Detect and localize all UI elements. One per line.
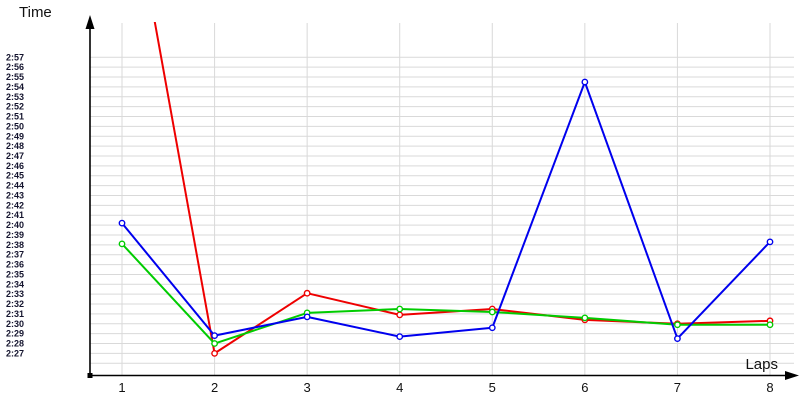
- y-tick-label: 2:41: [6, 210, 24, 220]
- axis-origin-marker: [87, 373, 93, 378]
- y-tick-label: 2:34: [6, 279, 24, 289]
- y-tick-label: 2:49: [6, 131, 24, 141]
- blue-data-point-marker: [581, 78, 589, 86]
- y-tick-label: 2:37: [6, 250, 24, 260]
- y-tick-label: 2:36: [6, 260, 24, 270]
- red-data-point-marker: [211, 349, 218, 357]
- green-data-point-marker: [674, 321, 681, 329]
- green-data-point-marker: [488, 308, 496, 316]
- blue-data-point-marker: [211, 332, 218, 340]
- red-data-point-marker: [303, 289, 311, 297]
- y-tick-label: 2:46: [6, 161, 24, 171]
- x-axis-arrow-icon: [785, 371, 799, 380]
- y-tick-label: 2:53: [6, 92, 24, 102]
- y-tick-label: 2:32: [6, 299, 24, 309]
- green-series-line: [121, 243, 770, 345]
- x-tick-label: 3: [304, 380, 311, 395]
- y-tick-label: 2:38: [6, 240, 24, 250]
- y-tick-label: 2:27: [6, 348, 24, 358]
- series-red: [153, 22, 774, 357]
- y-tick-label: 2:56: [6, 62, 24, 72]
- y-tick-label: 2:55: [6, 72, 24, 82]
- y-tick-label: 2:40: [6, 220, 24, 230]
- y-tick-label: 2:35: [6, 269, 24, 279]
- y-tick-label: 2:30: [6, 319, 24, 329]
- blue-data-point-marker: [766, 238, 774, 246]
- x-tick-label: 2: [211, 380, 218, 395]
- x-axis-tick-labels: 1 2 3 4 5 6 7 8: [118, 380, 773, 395]
- x-tick-label: 5: [489, 380, 496, 395]
- x-tick-label: 7: [674, 380, 681, 395]
- y-tick-label: 2:31: [6, 309, 24, 319]
- y-tick-label: 2:42: [6, 200, 24, 210]
- green-data-point-marker: [766, 321, 774, 329]
- x-tick-label: 8: [766, 380, 773, 395]
- y-tick-label: 2:50: [6, 121, 24, 131]
- blue-data-point-marker: [674, 335, 681, 342]
- x-axis-title: Laps: [745, 356, 778, 373]
- y-axis-title: Time: [19, 4, 52, 21]
- y-tick-label: 2:51: [6, 112, 24, 122]
- green-data-point-marker: [118, 240, 126, 248]
- series-green: [118, 240, 774, 347]
- y-axis-arrow-icon: [85, 15, 95, 29]
- x-tick-label: 1: [118, 380, 125, 395]
- blue-series-line: [121, 80, 771, 340]
- series-blue: [118, 78, 774, 342]
- y-tick-label: 2:33: [6, 289, 24, 299]
- y-tick-label: 2:39: [6, 230, 24, 240]
- blue-data-point-marker: [303, 313, 311, 321]
- green-data-point-marker: [396, 305, 404, 313]
- red-series-line: [153, 22, 771, 355]
- y-tick-label: 2:44: [6, 181, 24, 191]
- y-tick-label: 2:45: [6, 171, 24, 181]
- y-tick-label: 2:57: [6, 52, 24, 62]
- axes: [85, 15, 799, 380]
- green-data-point-marker: [211, 340, 218, 347]
- red-data-point-marker: [396, 311, 404, 319]
- x-tick-label: 6: [581, 380, 588, 395]
- y-tick-label: 2:52: [6, 102, 24, 112]
- y-axis-tick-labels: 2:572:562:552:542:532:522:512:502:492:48…: [6, 52, 24, 358]
- y-tick-label: 2:48: [6, 141, 24, 151]
- y-tick-label: 2:28: [6, 339, 24, 349]
- green-data-point-marker: [581, 314, 589, 322]
- x-tick-label: 4: [396, 380, 403, 395]
- y-tick-label: 2:54: [6, 82, 24, 92]
- y-tick-label: 2:43: [6, 190, 24, 200]
- y-tick-label: 2:47: [6, 151, 24, 161]
- blue-data-point-marker: [488, 324, 496, 332]
- blue-data-point-marker: [396, 333, 404, 341]
- blue-data-point-marker: [118, 219, 126, 227]
- y-tick-label: 2:29: [6, 329, 24, 339]
